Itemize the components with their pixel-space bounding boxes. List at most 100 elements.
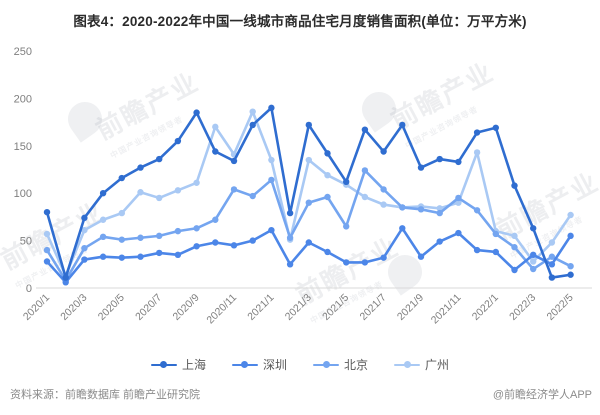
data-point [530,251,537,259]
data-point [62,274,69,281]
data-point [174,187,182,194]
data-point [361,126,369,133]
data-point [436,155,443,163]
x-axis-tick-label: 2020/11 [204,292,239,327]
x-axis-tick-label: 2022/5 [545,292,576,323]
data-point [492,230,499,238]
data-point [43,230,51,238]
data-point [380,148,387,155]
data-point [268,156,275,164]
data-point [343,178,350,186]
data-point [399,204,406,211]
data-point [174,251,182,259]
data-point [286,261,294,268]
data-point [399,121,406,129]
x-axis-tick-label: 2021/5 [320,292,351,323]
data-point [492,124,499,131]
data-point [473,207,481,214]
data-point [361,193,369,201]
legend-label: 深圳 [262,358,287,372]
x-axis-tick-label: 2022/1 [470,292,501,323]
data-point [548,261,556,268]
data-point [137,253,144,260]
series-line-深圳 [45,226,572,284]
data-point [473,149,481,156]
data-point [212,148,219,155]
data-point [530,225,537,232]
data-point [567,262,574,270]
legend-item-广州: 广州 [394,356,449,373]
data-point [99,216,107,223]
data-point [156,155,163,163]
data-point [193,109,200,116]
data-point [43,246,51,254]
data-point [249,192,256,200]
data-point [455,229,462,237]
data-point [230,157,238,165]
y-axis-tick-label: 100 [14,188,32,200]
data-point [548,274,556,281]
data-point [548,253,556,260]
series-line-北京 [45,169,572,282]
data-point [249,237,256,244]
data-point [511,266,518,274]
data-point [324,248,331,256]
brand-note: @前瞻经济学人APP [492,389,592,401]
data-point [511,244,518,251]
data-point [81,256,88,263]
y-axis-tick-label: 200 [14,93,32,105]
data-point [99,253,107,260]
data-point [567,232,574,240]
data-point [118,209,126,217]
y-axis-tick-label: 50 [20,236,32,248]
source-note: 资料来源：前瞻数据库 前瞻产业研究院 [10,389,201,401]
data-point [62,279,69,286]
data-point [548,239,556,246]
x-axis-tick-label: 2022/3 [507,292,538,323]
legend-marker-icon [313,361,339,369]
legend-label: 北京 [344,358,369,372]
data-point [436,238,443,245]
data-point [305,121,312,129]
data-point [343,223,350,230]
data-point [455,158,462,166]
data-point [230,242,238,249]
data-point [81,226,88,234]
data-point [324,193,331,201]
x-axis-tick-label: 2021/3 [283,292,314,323]
data-point [473,246,481,254]
x-axis-tick-label: 2021/1 [245,292,276,323]
data-point [286,234,294,241]
data-point [212,123,219,131]
data-point [174,227,182,235]
x-axis-tick-label: 2020/9 [171,292,202,323]
x-axis-tick-label: 2021/11 [429,292,464,327]
data-point [249,121,256,129]
x-axis-tick-label: 2020/3 [58,292,89,323]
data-point [230,186,238,193]
data-point [137,164,144,171]
data-point [567,211,574,219]
data-point [492,248,499,256]
data-point [156,194,163,202]
data-point [81,214,88,222]
data-point [137,189,144,196]
data-point [380,254,387,261]
data-point [436,205,443,212]
data-point [212,216,219,223]
data-point [361,259,369,266]
data-point [193,225,200,232]
legend-label: 上海 [181,358,206,372]
data-point [99,190,107,197]
data-point [156,249,163,257]
data-point [455,194,462,202]
data-point [137,234,144,241]
data-point [81,244,88,252]
data-point [43,208,51,216]
data-point [567,271,574,278]
legend-marker-icon [231,361,258,369]
data-point [511,232,518,240]
legend-item-深圳: 深圳 [231,356,287,373]
